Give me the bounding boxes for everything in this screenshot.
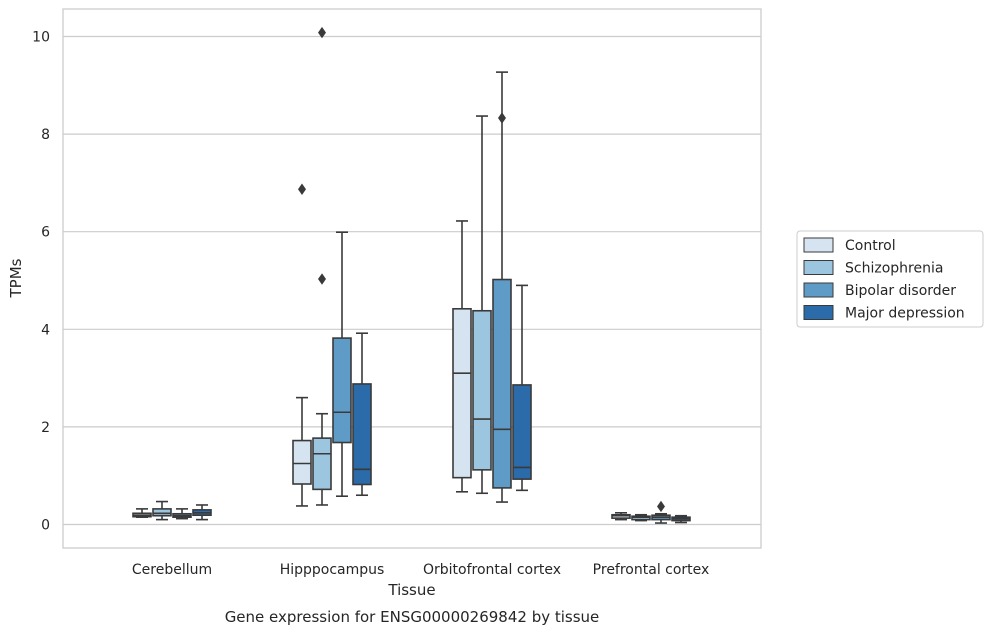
box-body <box>512 384 532 480</box>
outlier-point <box>318 26 326 39</box>
y-tick-label: 0 <box>41 518 50 534</box>
box-body <box>472 309 492 471</box>
plot-area <box>63 9 761 548</box>
box-body <box>352 383 372 486</box>
legend-items: Control Schizophrenia Bipolar disorder Majo… <box>803 237 965 322</box>
box <box>651 500 671 524</box>
plot-frame <box>62 8 762 549</box>
y-tick-label: 8 <box>41 127 50 143</box>
box <box>352 332 372 497</box>
box-body <box>312 437 332 491</box>
series-group <box>172 71 671 524</box>
x-tick-label: Orbitofrontal cortex <box>423 562 561 578</box>
box <box>192 504 212 521</box>
box <box>611 511 631 521</box>
legend-frame <box>796 230 984 328</box>
box <box>312 26 332 506</box>
legend-swatch <box>803 260 834 275</box>
x-tick-labels: Cerebellum Hipppocampus Orbitofrontal cort… <box>132 562 709 578</box>
box <box>631 513 651 522</box>
box-groups <box>132 26 691 524</box>
x-tick-label: Hipppocampus <box>280 562 385 578</box>
y-tick-label: 4 <box>41 322 50 338</box>
box <box>152 500 172 521</box>
box <box>492 71 512 503</box>
box <box>512 284 532 492</box>
legend-label: Schizophrenia <box>845 261 943 277</box>
y-tick-label: 10 <box>32 30 50 46</box>
box-body <box>452 308 472 479</box>
legend-swatch <box>803 305 834 320</box>
legend-label: Major depression <box>845 306 965 322</box>
y-tick-label: 2 <box>41 420 50 436</box>
box <box>292 183 312 507</box>
box <box>452 220 472 493</box>
x-axis-label: Tissue <box>387 581 435 599</box>
box-body <box>332 337 352 444</box>
legend-label: Control <box>845 238 896 254</box>
outlier-point <box>318 273 326 285</box>
box-body <box>492 278 512 489</box>
box <box>132 508 152 518</box>
y-axis-label: TPMs <box>7 258 25 298</box>
legend-swatch <box>803 282 834 298</box>
outlier-point <box>298 183 306 195</box>
legend: Control Schizophrenia Bipolar disorder Majo… <box>796 230 984 328</box>
x-tick-label: Prefrontal cortex <box>593 562 710 578</box>
y-tick-labels: 0 2 4 6 8 10 <box>32 30 50 534</box>
x-tick-label: Cerebellum <box>132 562 212 578</box>
legend-label: Bipolar disorder <box>845 283 956 299</box>
box-body <box>152 508 172 517</box>
series-group <box>192 284 691 524</box>
outlier-point <box>657 500 665 513</box>
outlier-point <box>498 112 506 124</box>
box-body <box>292 439 312 485</box>
chart-caption: Gene expression for ENSG00000269842 by t… <box>225 608 600 626</box>
box <box>671 514 691 524</box>
box <box>332 231 352 497</box>
box <box>172 508 192 520</box>
series-group <box>152 26 651 522</box>
grid-lines <box>63 35 761 526</box>
box <box>472 115 492 495</box>
y-tick-label: 6 <box>41 225 50 241</box>
legend-swatch <box>803 237 834 253</box>
series-group <box>132 183 631 521</box>
